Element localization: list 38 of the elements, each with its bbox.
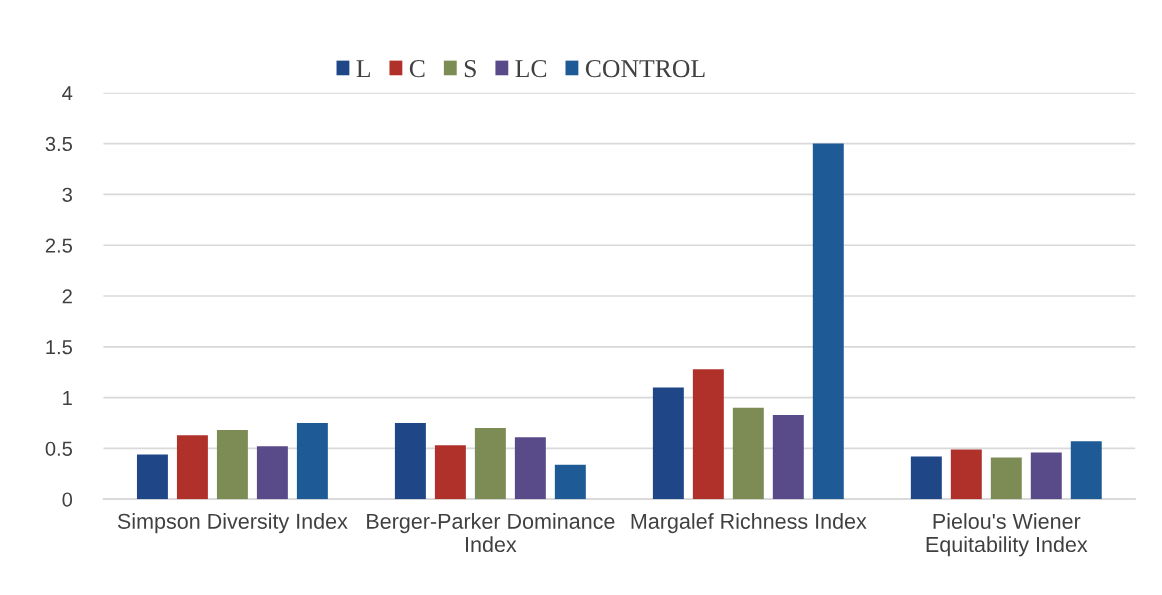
y-tick-label: 3.5 xyxy=(45,136,73,152)
y-tick-label: 4 xyxy=(62,86,73,101)
legend-label: LC xyxy=(515,60,547,78)
x-tick-label: Simpson Diversity Index xyxy=(117,513,348,534)
y-tick-label: 2 xyxy=(62,289,72,304)
y-tick-label: 0.5 xyxy=(45,441,73,456)
y-tick-label: 1.5 xyxy=(46,340,73,355)
bar xyxy=(554,464,586,500)
bar xyxy=(474,428,506,500)
legend-label: CONTROL xyxy=(585,60,705,78)
y-tick-label: 1 xyxy=(63,391,72,405)
bar xyxy=(652,387,684,500)
bar xyxy=(692,369,724,500)
bar xyxy=(136,454,168,500)
bar xyxy=(1030,452,1062,500)
y-tick-label: 2.5 xyxy=(45,238,73,253)
x-tick-label: Berger-Parker Dominance Index xyxy=(367,513,615,553)
bar xyxy=(514,437,546,500)
bar xyxy=(434,445,466,500)
bar xyxy=(256,446,288,500)
bar xyxy=(990,457,1022,500)
bar xyxy=(1070,441,1102,500)
x-tick-label: Margalef Richness Index xyxy=(631,513,867,534)
bar xyxy=(950,449,982,500)
bar xyxy=(772,414,804,500)
legend-label: L xyxy=(356,60,370,78)
legend-label: C xyxy=(409,60,425,78)
bar xyxy=(732,407,764,500)
bar xyxy=(216,430,248,500)
y-tick-label: 0 xyxy=(62,492,73,507)
legend-label: S xyxy=(464,60,476,78)
bar xyxy=(394,423,426,500)
bar xyxy=(812,143,844,500)
x-tick-label: Pielou's Wiener Equitability Index xyxy=(926,513,1088,557)
y-tick-label: 3 xyxy=(62,187,72,202)
bar xyxy=(176,435,208,500)
bar xyxy=(910,456,942,500)
bar xyxy=(296,423,328,500)
